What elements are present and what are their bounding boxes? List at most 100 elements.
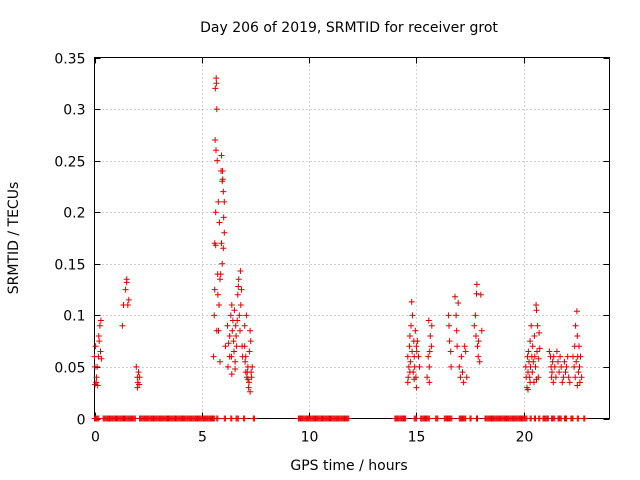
data-point: [219, 176, 226, 183]
tick-labels: 0 0.05 0.1 0.15 0.2 0.25 0.3 0.35 0 5 10 15 20: [54, 52, 533, 446]
data-point: [225, 340, 232, 347]
y-tick-label: 0.25: [54, 155, 85, 171]
data-point: [222, 415, 229, 422]
data-point: [529, 369, 536, 376]
data-point: [233, 343, 240, 350]
data-point: [233, 333, 240, 339]
data-point: [402, 415, 409, 422]
data-point: [571, 363, 578, 370]
data-point: [224, 322, 231, 329]
data-point: [214, 415, 221, 422]
data-point: [445, 312, 452, 319]
data-point: [211, 286, 218, 293]
data-point: [456, 363, 463, 370]
x-tick-label: 15: [408, 430, 426, 446]
data-point: [232, 366, 239, 372]
data-point: [212, 209, 219, 216]
data-point: [217, 271, 224, 278]
data-point: [228, 371, 235, 378]
data-point: [532, 363, 539, 370]
y-axis-label: SRMTID / TECUs: [6, 182, 22, 295]
data-point: [237, 302, 244, 308]
data-point: [406, 369, 413, 376]
data-point: [133, 363, 140, 370]
data-point: [473, 333, 479, 339]
data-point: [477, 291, 484, 298]
data-point: [210, 353, 217, 360]
data-point: [426, 415, 433, 422]
data-point: [135, 369, 142, 376]
data-point: [404, 353, 411, 360]
data-point: [246, 379, 252, 386]
data-point: [446, 338, 453, 345]
data-point: [218, 240, 225, 247]
data-point: [453, 327, 460, 334]
data-point: [426, 348, 433, 355]
data-point: [424, 374, 431, 381]
data-point: [525, 348, 532, 355]
data-point: [220, 188, 227, 195]
data-point: [557, 353, 564, 360]
data-point: [415, 353, 422, 360]
data-point: [434, 415, 441, 422]
data-point: [533, 376, 540, 383]
data-point: [416, 363, 423, 370]
data-point: [455, 300, 462, 306]
data-point: [218, 152, 225, 159]
data-point: [533, 307, 540, 314]
data-point: [546, 348, 553, 355]
data-point: [564, 353, 571, 360]
data-point: [531, 333, 538, 339]
data-point: [241, 343, 248, 350]
data-point: [550, 353, 557, 360]
data-point: [407, 358, 414, 365]
data-point: [473, 290, 480, 297]
x-tick-label: 5: [198, 430, 207, 446]
data-point: [124, 302, 131, 308]
data-point: [95, 333, 102, 339]
data-point: [576, 363, 583, 370]
y-tick-label: 0.15: [54, 258, 85, 274]
data-point: [562, 369, 569, 376]
chart-title: Day 206 of 2019, SRMTID for receiver gro…: [200, 20, 498, 36]
data-point: [408, 322, 414, 329]
y-tick-label: 0.1: [63, 309, 85, 325]
data-point: [551, 363, 558, 370]
data-point: [122, 286, 129, 293]
data-point: [125, 296, 132, 303]
data-point: [237, 268, 244, 274]
data-point: [529, 343, 536, 350]
data-point: [559, 379, 566, 386]
data-point: [581, 415, 588, 422]
data-point: [528, 322, 535, 329]
data-point: [234, 317, 241, 324]
x-axis-label: GPS time / hours: [290, 458, 407, 474]
data-point: [572, 374, 579, 381]
data-point: [229, 327, 236, 334]
data-point: [458, 353, 465, 360]
data-point: [242, 353, 249, 360]
data-point: [232, 358, 239, 365]
data-point: [212, 242, 219, 249]
data-point: [220, 245, 227, 252]
data-point: [550, 379, 557, 386]
data-point: [428, 343, 435, 350]
data-point: [243, 312, 250, 319]
data-point: [578, 374, 585, 381]
data-point: [553, 348, 560, 355]
data-point: [222, 343, 229, 350]
data-point: [246, 348, 253, 355]
data-point: [248, 374, 255, 381]
data-point: [405, 363, 412, 370]
y-tick-label: 0.3: [63, 103, 85, 119]
data-point: [247, 327, 254, 334]
data-point: [527, 338, 534, 345]
data-point: [217, 276, 223, 283]
data-point: [573, 358, 580, 365]
data-point: [534, 348, 540, 355]
data-point: [471, 322, 478, 329]
data-point: [214, 157, 221, 164]
data-point: [97, 348, 104, 355]
data-point: [405, 374, 412, 381]
data-point: [454, 343, 461, 350]
